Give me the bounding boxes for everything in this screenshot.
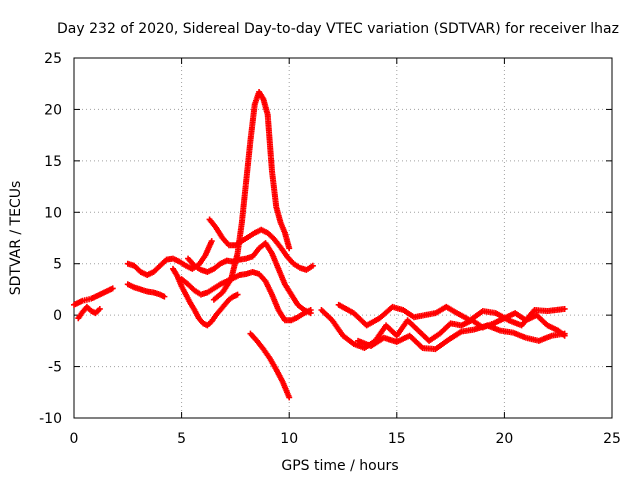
series-tail-lower — [355, 322, 568, 353]
series-mid-curve — [185, 240, 314, 317]
x-tick-label: 15 — [388, 431, 406, 447]
series-upper-arc — [206, 216, 316, 273]
x-tick-label: 25 — [603, 431, 621, 447]
series-big-peak — [210, 88, 293, 303]
x-tick-label: 0 — [70, 431, 79, 447]
y-tick-label: 20 — [44, 102, 62, 118]
x-axis-label: GPS time / hours — [281, 458, 398, 474]
grid-lines — [74, 58, 612, 418]
y-tick-label: 15 — [44, 154, 62, 170]
y-tick-label: 10 — [44, 205, 62, 221]
plot-frame — [73, 57, 613, 419]
data-point — [96, 305, 103, 312]
chart-title: Day 232 of 2020, Sidereal Day-to-day VTE… — [57, 21, 619, 37]
x-tick-label: 5 — [177, 431, 186, 447]
data-point — [561, 305, 568, 312]
y-axis-label: SDTVAR / TECUs — [8, 181, 24, 296]
y-tick-label: 25 — [44, 51, 62, 67]
data-point — [234, 291, 241, 298]
axis-ticks: 0 5 10 15 20 25 -10 -5 0 5 10 15 20 25 — [39, 51, 621, 447]
series-lower-curve — [178, 268, 314, 324]
data-point — [561, 330, 568, 337]
y-tick-label: 5 — [53, 257, 62, 273]
data-point — [309, 262, 316, 269]
y-tick-label: 0 — [53, 308, 62, 324]
data-point — [161, 293, 168, 300]
data-point — [208, 238, 215, 245]
series-start — [71, 285, 116, 308]
series-start-low — [75, 303, 103, 322]
data-point — [307, 307, 314, 313]
y-tick-label: -5 — [48, 360, 62, 376]
data-point — [286, 245, 293, 252]
data-point — [109, 285, 116, 292]
series-tail-upper — [335, 301, 568, 329]
data-point — [286, 394, 293, 401]
data-points — [71, 88, 568, 401]
series-dip-curve — [169, 265, 241, 329]
x-tick-label: 10 — [280, 431, 298, 447]
series-early-hump — [124, 238, 215, 279]
series-late-neg — [247, 330, 293, 401]
y-tick-label: -10 — [39, 411, 62, 427]
x-tick-label: 20 — [495, 431, 513, 447]
series-early-low — [124, 281, 168, 300]
